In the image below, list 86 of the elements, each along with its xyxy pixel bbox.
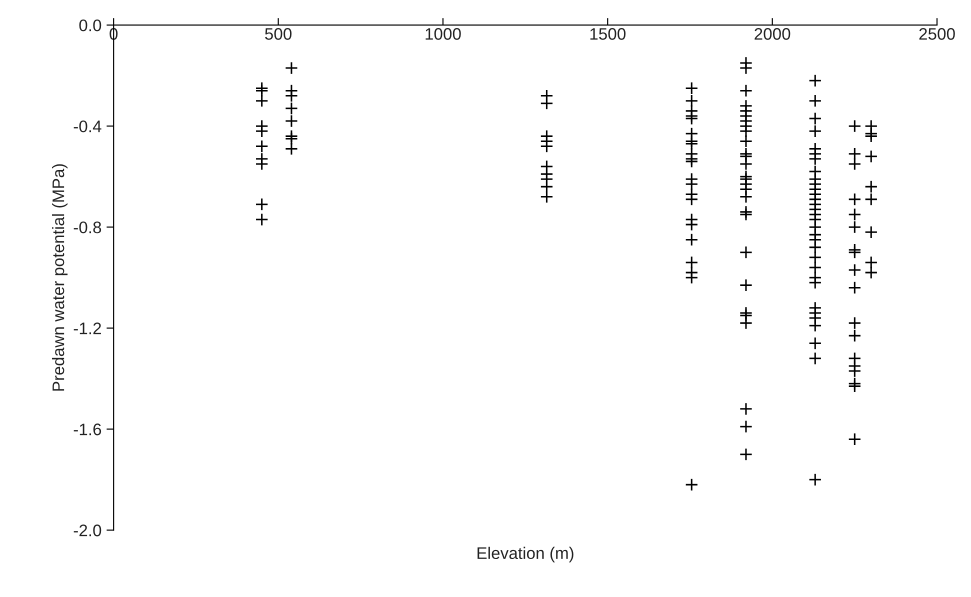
point	[808, 250, 822, 264]
point	[808, 240, 822, 254]
point	[685, 112, 698, 126]
y-tick-label: -0.8	[74, 222, 102, 234]
point	[739, 134, 753, 148]
point	[739, 61, 753, 75]
x-tick-label: 2000	[754, 28, 790, 40]
point	[864, 266, 878, 280]
point	[284, 114, 298, 128]
point	[848, 380, 862, 393]
y-axis-title: Predawn water potential (MPa)	[52, 164, 68, 391]
point	[685, 82, 698, 95]
point	[808, 74, 822, 88]
point	[685, 233, 698, 246]
point	[864, 150, 878, 163]
y-tick-label: -1.2	[74, 322, 101, 334]
point	[808, 336, 822, 350]
x-tick-label: 1000	[426, 28, 461, 40]
point	[808, 319, 822, 332]
point	[848, 329, 862, 342]
point	[284, 61, 298, 75]
point	[540, 180, 554, 194]
y-tick-label: -2.0	[74, 524, 102, 536]
point	[864, 226, 878, 239]
point	[848, 157, 862, 171]
point	[739, 402, 753, 416]
point	[848, 147, 862, 160]
y-tick-label: -1.6	[74, 424, 102, 436]
y-tick-label: -0.4	[74, 120, 102, 132]
point	[739, 420, 753, 434]
point	[808, 260, 822, 274]
x-tick-label: 500	[265, 28, 292, 40]
point	[808, 94, 822, 108]
point	[685, 256, 698, 270]
point	[685, 271, 698, 284]
point	[739, 246, 753, 259]
point	[864, 180, 878, 194]
point	[739, 190, 753, 204]
point	[284, 102, 298, 115]
point	[255, 212, 268, 226]
point	[255, 94, 268, 108]
point	[864, 130, 878, 143]
point	[808, 152, 822, 166]
point	[739, 316, 753, 330]
point	[284, 142, 298, 156]
point	[685, 478, 698, 492]
point	[685, 137, 698, 150]
point	[685, 218, 698, 232]
point	[848, 316, 862, 330]
point	[848, 263, 862, 277]
point	[540, 96, 554, 110]
point	[808, 473, 822, 486]
point	[739, 157, 753, 171]
point	[540, 190, 554, 204]
point	[864, 192, 878, 206]
point	[685, 178, 698, 191]
point	[848, 120, 862, 133]
point	[848, 208, 862, 222]
point	[864, 256, 878, 270]
point	[808, 352, 822, 365]
point	[848, 281, 862, 294]
point	[808, 124, 822, 138]
point	[255, 157, 268, 171]
point	[739, 124, 753, 138]
point	[739, 208, 753, 222]
point	[685, 154, 698, 168]
point	[808, 276, 822, 290]
point	[808, 112, 822, 126]
point	[255, 124, 268, 138]
point	[255, 140, 268, 153]
point	[739, 84, 753, 98]
y-tick-label: 0.0	[79, 19, 102, 32]
point	[848, 192, 862, 206]
point	[848, 364, 862, 378]
point	[255, 198, 268, 211]
point	[284, 132, 298, 146]
point	[848, 432, 862, 446]
point	[848, 246, 862, 259]
point	[848, 220, 862, 234]
point	[255, 84, 268, 98]
x-tick-label: 2500	[919, 28, 955, 40]
point	[739, 278, 753, 292]
x-tick-label: 1500	[590, 28, 626, 40]
point	[739, 448, 753, 461]
point	[685, 94, 698, 108]
x-axis-title: Elevation (m)	[478, 546, 574, 562]
